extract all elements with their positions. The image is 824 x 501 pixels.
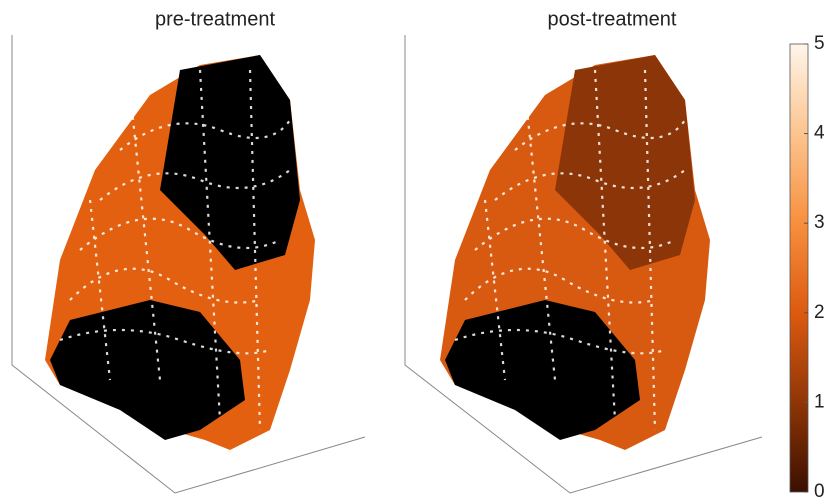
panel-title: pre-treatment [155, 8, 275, 30]
colorbar [790, 44, 808, 492]
figure: pre-treatment post-treatment 0 1 2 3 4 5 [0, 0, 824, 501]
colorbar-tick-label: 4 [814, 123, 824, 144]
panel-post [405, 35, 762, 493]
panel-pre [12, 35, 365, 493]
panel-title: post-treatment [548, 8, 677, 30]
colorbar-tick-label: 3 [814, 212, 824, 233]
colorbar-tick-label: 2 [814, 302, 824, 323]
colorbar-tick-label: 0 [814, 481, 824, 501]
colorbar-tick-label: 1 [814, 391, 824, 412]
colorbar-tick-label: 5 [814, 33, 824, 54]
